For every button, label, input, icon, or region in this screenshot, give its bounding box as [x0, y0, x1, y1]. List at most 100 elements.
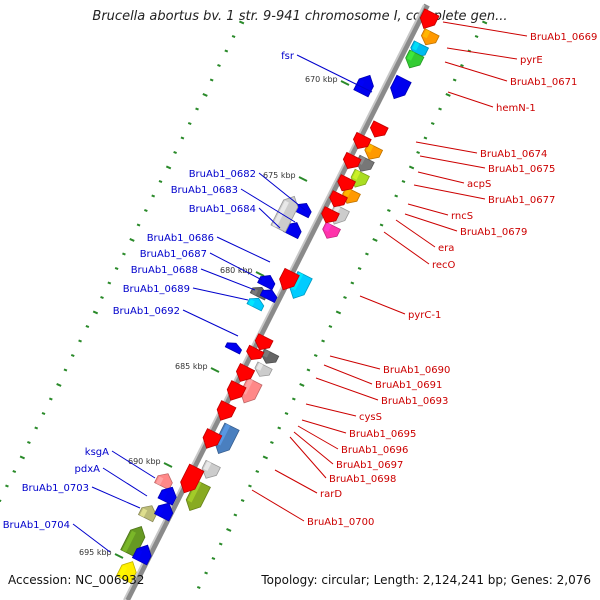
gene-label-plus[interactable]: BruAb1_0683	[171, 185, 238, 196]
tick-mark	[270, 440, 274, 445]
gene-label-minus[interactable]: BruAb1_0691	[375, 380, 442, 391]
gene-label-minus[interactable]: BruAb1_0693	[381, 396, 448, 407]
tick-mark	[328, 324, 333, 329]
scale-tick	[340, 80, 350, 86]
leader-line	[216, 236, 271, 263]
gene-label-minus[interactable]: acpS	[467, 179, 491, 190]
gene-label-minus[interactable]: BruAb1_0669	[530, 32, 597, 43]
tick-mark	[474, 34, 479, 39]
gene-label-minus[interactable]: BruAb1_0695	[349, 429, 416, 440]
gene-arrow-highlight	[322, 207, 331, 217]
gene-label-minus[interactable]: BruAb1_0700	[307, 517, 374, 528]
gene-label-minus[interactable]: BruAb1_0679	[460, 227, 527, 238]
tick-mark	[217, 63, 221, 68]
tick-mark	[151, 194, 156, 198]
gene-arrow-highlight	[352, 169, 361, 180]
gene-arrow-highlight	[262, 349, 270, 358]
tick-mark	[248, 484, 252, 488]
gene-arrow[interactable]	[153, 502, 174, 522]
gene-label-minus[interactable]: BruAb1_0674	[480, 149, 547, 160]
tick-mark	[196, 585, 201, 590]
leader-line	[315, 377, 379, 401]
tick-mark	[136, 223, 141, 227]
gene-label-plus[interactable]: fsr	[281, 51, 295, 62]
gene-label-minus[interactable]: BruAb1_0698	[329, 474, 396, 485]
tick-mark	[48, 397, 53, 401]
tick-mark	[107, 281, 112, 285]
tick-mark	[445, 92, 451, 97]
gene-label-minus[interactable]: rarD	[320, 489, 342, 500]
leader-line	[296, 54, 373, 93]
gene-label-minus[interactable]: BruAb1_0675	[488, 164, 555, 175]
scale-label: 695 kbp	[79, 548, 112, 557]
gene-arrow[interactable]	[353, 74, 374, 98]
gene-label-minus[interactable]: BruAb1_0696	[341, 445, 408, 456]
gene-arrow-highlight	[204, 429, 213, 441]
gene-label-plus[interactable]: pdxA	[75, 464, 101, 475]
gene-label-plus[interactable]: BruAb1_0688	[131, 265, 198, 276]
gene-label-plus[interactable]: BruAb1_0689	[123, 284, 190, 295]
gene-arrow-highlight	[237, 364, 246, 375]
tick-mark	[255, 469, 260, 474]
gene-label-minus[interactable]: BruAb1_0697	[336, 460, 403, 471]
tick-mark	[313, 353, 318, 358]
gene-arrow-highlight	[295, 205, 303, 214]
tick-mark	[335, 310, 342, 315]
gene-arrow-highlight	[339, 175, 347, 185]
gene-label-plus[interactable]: BruAb1_0687	[140, 249, 207, 260]
gene-label-minus[interactable]: rncS	[451, 211, 473, 222]
scale-tick	[255, 271, 265, 277]
tick-mark	[350, 281, 355, 285]
gene-label-plus[interactable]: BruAb1_0704	[3, 520, 70, 531]
tick-mark	[195, 107, 199, 111]
leader-line	[258, 172, 306, 211]
leader-line	[442, 21, 528, 37]
gene-label-minus[interactable]: pyrC-1	[408, 310, 441, 321]
gene-arrow[interactable]	[185, 479, 211, 512]
gene-label-plus[interactable]: BruAb1_0682	[189, 169, 256, 180]
gene-label-minus[interactable]: BruAb1_0690	[383, 365, 450, 376]
tick-mark	[379, 223, 384, 227]
gene-label-plus[interactable]: BruAb1_0684	[189, 204, 256, 215]
gene-features[interactable]	[115, 8, 440, 584]
tick-mark	[240, 498, 245, 503]
gene-arrow-highlight	[228, 381, 238, 393]
tick-mark	[460, 63, 464, 68]
tick-mark	[277, 426, 282, 430]
gene-label-minus[interactable]: BruAb1_0671	[510, 77, 577, 88]
gene-label-minus[interactable]: pyrE	[520, 55, 543, 66]
gene-label-minus[interactable]: BruAb1_0677	[488, 195, 555, 206]
tick-mark	[239, 20, 245, 25]
gene-arrow-highlight	[412, 41, 420, 51]
gene-arrow[interactable]	[157, 486, 177, 506]
gene-arrow-highlight	[181, 464, 195, 485]
gene-label-plus[interactable]: BruAb1_0686	[147, 233, 214, 244]
gene-labels[interactable]: BruAb1_0669 pyrE BruAb1_0671 hemN-1 BruAb1_0…	[3, 32, 598, 531]
gene-arrow[interactable]	[224, 342, 243, 355]
gene-label-minus[interactable]: recO	[432, 260, 456, 271]
tick-mark	[291, 397, 296, 401]
leader-line	[274, 469, 318, 494]
gene-arrow-highlight	[248, 299, 255, 307]
gene-label-plus[interactable]: BruAb1_0692	[113, 306, 180, 317]
gene-arrow-highlight	[251, 288, 259, 296]
gene-label-minus[interactable]: hemN-1	[496, 103, 536, 114]
tick-mark	[284, 411, 289, 416]
gene-label-plus[interactable]: BruAb1_0703	[22, 483, 89, 494]
gene-label-minus[interactable]: era	[438, 243, 454, 254]
tick-mark	[452, 78, 457, 82]
tick-mark	[430, 121, 435, 126]
scale-tick	[298, 176, 308, 182]
tick-mark	[211, 556, 216, 561]
tick-mark	[231, 34, 236, 39]
gene-label-minus[interactable]: cysS	[359, 412, 382, 423]
gene-arrow[interactable]	[180, 463, 205, 494]
leader-line	[305, 403, 357, 417]
gene-label-plus[interactable]: ksgA	[85, 447, 109, 458]
tick-mark	[78, 339, 82, 343]
leader-line	[102, 467, 148, 497]
tick-mark	[482, 20, 488, 25]
gene-arrow-highlight	[366, 143, 374, 153]
tick-mark	[218, 542, 223, 546]
